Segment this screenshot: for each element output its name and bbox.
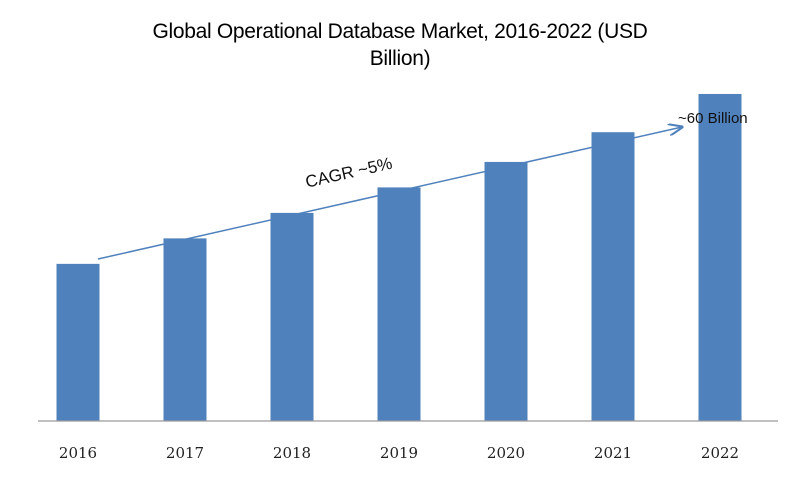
chart-title: Global Operational Database Market, 2016… <box>0 18 800 72</box>
bar-2021 <box>591 132 635 421</box>
chart-title-line-1: Global Operational Database Market, 2016… <box>152 20 648 43</box>
x-tick-label-2021: 2021 <box>594 444 632 462</box>
trend-arrow <box>97 127 682 260</box>
chart-title-line-2: Billion) <box>369 47 431 70</box>
bars-group <box>56 93 742 421</box>
x-tick-label-2017: 2017 <box>166 444 204 462</box>
x-tick-label-2018: 2018 <box>273 444 311 462</box>
x-tick-label-2019: 2019 <box>380 444 418 462</box>
bar-2019 <box>377 187 421 421</box>
bar-2016 <box>56 263 100 421</box>
bar-2020 <box>484 161 528 421</box>
x-tick-labels: 2016 2017 2018 2019 2020 2021 2022 <box>59 444 739 462</box>
bar-2017 <box>163 238 207 421</box>
x-tick-label-2020: 2020 <box>487 444 525 462</box>
x-tick-label-2022: 2022 <box>701 444 739 462</box>
x-tick-label-2016: 2016 <box>59 444 97 462</box>
final-value-label: ~60 Billion <box>678 110 748 127</box>
bar-2022 <box>698 93 742 421</box>
cagr-label: CAGR ~5% <box>304 154 394 192</box>
bar-2018 <box>270 212 314 421</box>
